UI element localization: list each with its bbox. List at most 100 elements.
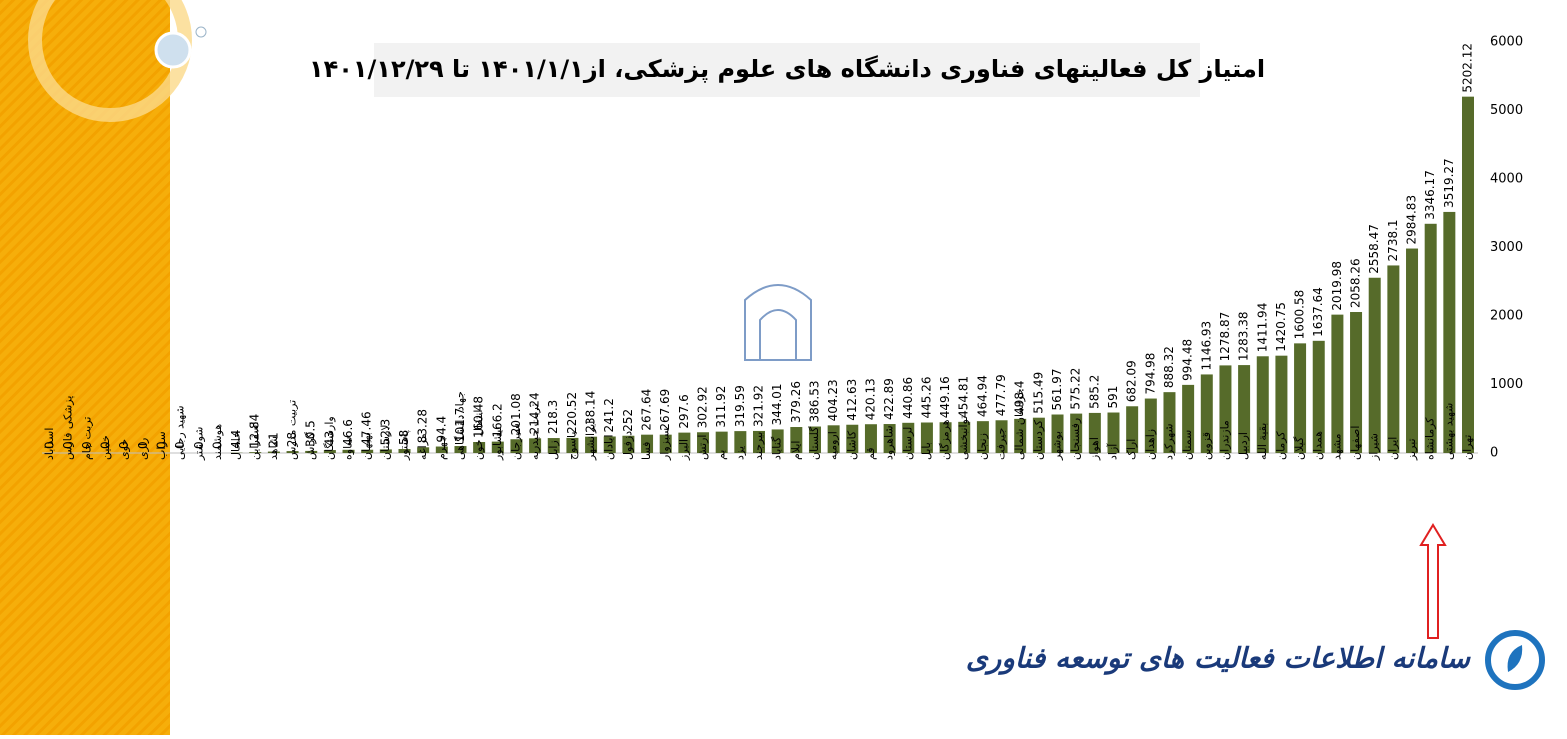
x-tick-label: کاشان (845, 430, 858, 460)
x-tick-label: سراب (155, 431, 168, 460)
x-tick-label: شاهرود (883, 425, 896, 460)
x-tick-label: قم (864, 447, 877, 460)
x-tick-label: تربت جام (80, 417, 93, 460)
x-tick-label: زابل (547, 440, 560, 460)
x-tick-label: یاسوج (565, 432, 578, 460)
value-label: 1278.87 (1218, 312, 1232, 362)
x-tick-label: هوشمند (211, 424, 224, 460)
x-tick-label: مراغه (416, 433, 429, 460)
bar (1294, 343, 1306, 453)
x-tick-label: بم (715, 450, 728, 460)
x-tick-label: ارتش (696, 435, 709, 460)
x-tick-label: شاهد (267, 436, 280, 460)
y-tick-label: 4000 (1490, 172, 1523, 187)
bar (1331, 315, 1343, 453)
y-tick-label: 3000 (1490, 240, 1523, 255)
y-tick-label: 1000 (1490, 377, 1523, 392)
x-tick-label: کرمان (1274, 431, 1287, 460)
value-label: 2019.98 (1330, 261, 1344, 311)
value-label: 1411.94 (1255, 303, 1269, 353)
x-tick-label: زنجان (976, 433, 989, 460)
chart-title: امتیاز کل فعالیتهای فناوری دانشگاه های ع… (309, 55, 1265, 83)
bar (1406, 249, 1418, 453)
x-tick-label: گلستان (808, 426, 821, 460)
x-tick-label: خراسان شمالی (1013, 388, 1026, 460)
x-tick-label: سیرجان (509, 423, 522, 460)
value-label: 1283.38 (1237, 311, 1251, 361)
x-tick-label: قزوین (1200, 432, 1213, 460)
x-tick-label: خوی (118, 439, 131, 460)
x-tick-label: کردستان (1032, 419, 1045, 460)
x-tick-label: تبریز (1405, 438, 1418, 461)
x-tick-label: هرمزگان (939, 419, 952, 460)
value-label: 267.69 (658, 389, 672, 431)
value-label: 3519.27 (1442, 158, 1456, 208)
value-label: 321.92 (752, 385, 766, 427)
x-tick-label: کرمانشاه (1424, 417, 1437, 460)
x-tick-label: دزفول (621, 431, 634, 460)
value-label: 241.2 (602, 398, 616, 432)
value-label: 561.97 (1050, 369, 1064, 411)
x-tick-label: شوشتر (192, 426, 205, 461)
y-tick-label: 6000 (1490, 35, 1523, 50)
value-label: 297.6 (677, 394, 691, 428)
value-label: 404.23 (826, 379, 840, 421)
x-tick-label: اراک (1125, 439, 1138, 460)
bar (1462, 97, 1474, 453)
x-tick-label: سمنان (1181, 430, 1194, 460)
value-label: 267.64 (640, 389, 654, 431)
value-label: 449.16 (938, 376, 952, 418)
value-label: 2738.1 (1386, 219, 1400, 261)
logo-text: سامانه اطلاعات فعالیت های توسعه فناوری (966, 642, 1472, 676)
x-tick-label: بوشهر (1051, 431, 1064, 461)
x-tick-label: شهرکرد (1162, 423, 1175, 460)
x-tick-label: اسداباد (43, 428, 56, 460)
x-tick-label: وارستگان (323, 416, 336, 460)
x-tick-label: اردبیل (1237, 432, 1250, 460)
watermark-logo (745, 285, 811, 360)
x-tick-label: ساوه (342, 436, 355, 460)
value-label: 888.32 (1162, 346, 1176, 388)
x-tick-label: تربیت مدرس (286, 400, 299, 460)
value-label: 454.81 (957, 376, 971, 418)
value-label: 682.09 (1125, 360, 1139, 402)
value-label: 477.79 (994, 374, 1008, 416)
x-tick-label: بابل (920, 442, 933, 460)
value-label: 440.86 (901, 377, 915, 419)
x-tick-label: اهواز (1088, 437, 1101, 461)
value-label: 585.2 (1087, 375, 1101, 409)
value-label: 386.53 (807, 381, 821, 423)
value-label: 422.89 (882, 378, 896, 420)
x-tick-label: اصفهان (1349, 426, 1362, 460)
bar (1387, 265, 1399, 453)
x-tick-label: شهید بهشتی (1442, 403, 1455, 460)
x-tick-label: رازی (136, 438, 149, 460)
x-tick-label: ارومیه (827, 431, 840, 460)
value-label: 3346.17 (1423, 170, 1437, 220)
value-label: 575.22 (1069, 368, 1083, 410)
x-tick-label: ایرانشهر (584, 421, 597, 461)
x-tick-label: تربت حیدریه (528, 403, 541, 460)
value-label: 412.63 (845, 379, 859, 421)
x-tick-label: جهاد دانشگاهی (453, 391, 466, 460)
value-label: 1420.75 (1274, 302, 1288, 352)
x-tick-label: شهید رجایی (174, 405, 187, 460)
x-tick-label: همدان (1312, 431, 1325, 460)
x-tick-label: اسفراین (248, 422, 261, 460)
value-label: 515.49 (1031, 372, 1045, 414)
bar (1369, 278, 1381, 453)
value-label: 379.26 (789, 381, 803, 423)
x-tick-label: البرز (677, 439, 690, 461)
value-label: 344.01 (770, 383, 784, 425)
x-tick-label: مشهد (1330, 433, 1343, 460)
value-label: 1146.93 (1199, 321, 1213, 371)
x-tick-label: ابادان (603, 434, 616, 460)
x-tick-label: نیشابور (491, 426, 504, 461)
x-tick-label: خمین (99, 435, 112, 460)
x-tick-label: جیرفت (995, 428, 1008, 460)
value-label: 1600.58 (1293, 290, 1307, 340)
y-tick-label: 5000 (1490, 103, 1523, 118)
x-tick-label: انتقال خون (472, 410, 485, 460)
x-tick-label: لارستان (379, 424, 392, 460)
